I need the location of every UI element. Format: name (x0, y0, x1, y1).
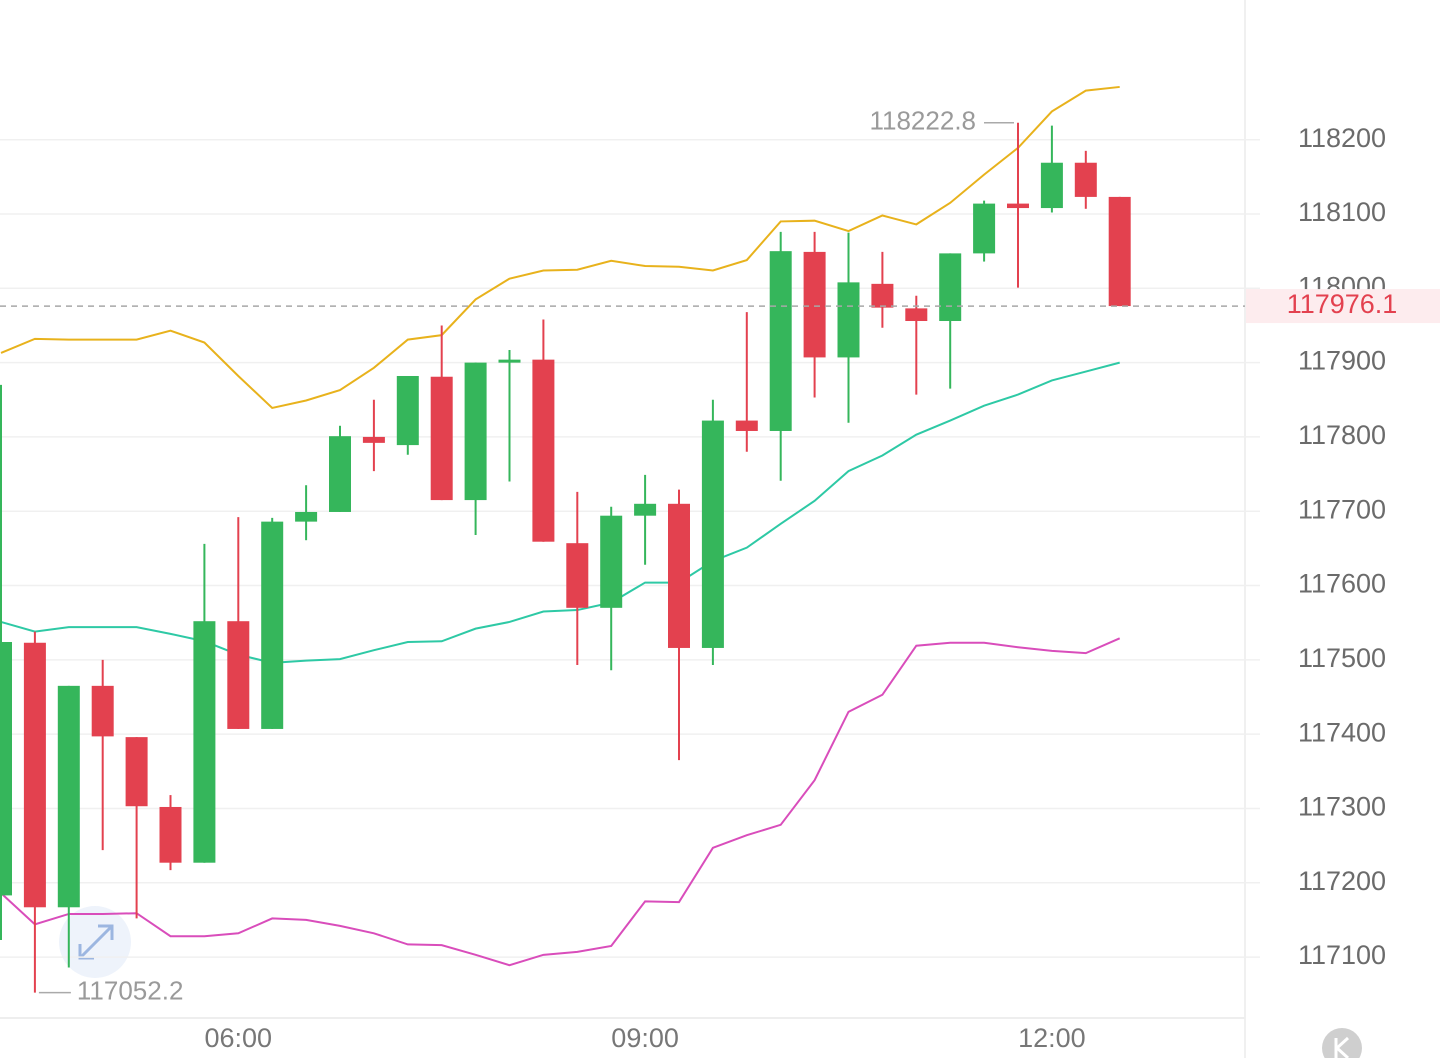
candle-body (871, 283, 894, 308)
candle-body (566, 543, 589, 608)
candle-body (227, 621, 250, 729)
candle-body (1108, 196, 1131, 307)
candle-body (159, 806, 182, 863)
y-tick-label: 118100 (1298, 197, 1386, 227)
candle-body (1040, 162, 1063, 209)
candle-body (701, 420, 724, 648)
y-tick-label: 118200 (1298, 123, 1386, 153)
candle-body (668, 503, 690, 648)
candle-body (1074, 162, 1097, 197)
candle-body (295, 511, 318, 522)
y-tick-label: 117700 (1298, 494, 1386, 524)
candle-body (939, 253, 962, 322)
k-button[interactable] (1322, 1028, 1362, 1058)
candle-body (498, 359, 521, 363)
upper-band (0, 85, 1120, 410)
candle-body (600, 515, 623, 608)
last-price-label: 117976.1 (1287, 289, 1398, 319)
y-tick-label: 117400 (1298, 717, 1386, 747)
expand-icon[interactable] (59, 906, 131, 978)
candle-body (193, 621, 216, 863)
y-tick-label: 117800 (1298, 420, 1386, 450)
candle-body (905, 308, 928, 322)
candle-body (57, 685, 80, 908)
candle-body (837, 282, 860, 358)
candle-body (735, 420, 758, 431)
y-tick-label: 117600 (1298, 569, 1386, 599)
candle-body (430, 376, 453, 501)
candle-body (973, 203, 996, 254)
candle-body (0, 642, 12, 896)
y-tick-label: 117500 (1298, 643, 1386, 673)
k-button-glyph[interactable] (1334, 1036, 1350, 1058)
middle-band (0, 361, 1120, 664)
last-price-box (1246, 289, 1440, 324)
candle-body (532, 359, 555, 542)
min-annotation: 117052.2 (77, 975, 184, 1005)
y-tick-label: 117200 (1298, 866, 1386, 896)
expand-icon-glyph[interactable] (78, 924, 114, 960)
y-tick-label: 117900 (1298, 346, 1386, 376)
candle-body (23, 642, 46, 908)
y-tick-label: 117300 (1298, 792, 1386, 822)
candle-body (769, 251, 792, 431)
max-annotation: 118222.8 (869, 106, 976, 136)
x-tick-label: 12:00 (1018, 1023, 1086, 1053)
candle-body (362, 436, 385, 443)
candle-body (396, 375, 419, 446)
candle-body (261, 521, 284, 729)
y-tick-label: 117100 (1298, 940, 1386, 970)
lower-band (0, 637, 1121, 967)
candle-body (125, 737, 148, 807)
candle-body (1007, 203, 1029, 209)
x-tick-label: 09:00 (611, 1023, 679, 1053)
x-tick-label: 06:00 (205, 1023, 273, 1053)
candle-body (329, 436, 351, 512)
candle-body (464, 362, 487, 501)
candle-body (91, 685, 114, 737)
candle-body (634, 503, 657, 516)
candle-body (803, 251, 826, 358)
